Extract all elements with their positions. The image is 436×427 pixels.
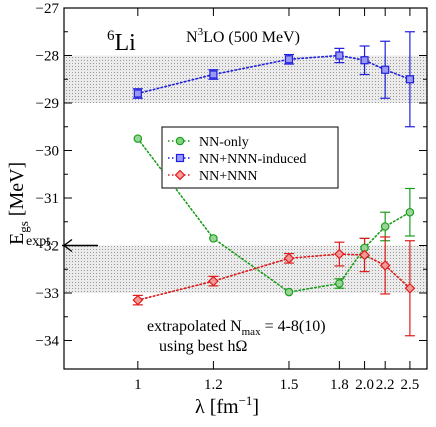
expt-marker: expt. <box>26 234 98 253</box>
x-tick-label-2-5: 2.5 <box>401 377 420 393</box>
shaded-band-2 <box>64 245 427 293</box>
annotation-line1-subscript: max <box>242 326 261 338</box>
x-axis-label-main: λ [fm <box>195 396 239 418</box>
legend: NN-only NN+NNN-induced NN+NNN <box>161 126 339 189</box>
annotation-line1-prefix: extrapolated N <box>147 318 242 335</box>
data-point-nn-only-7 <box>405 207 415 217</box>
x-tick-label-2-2: 2.2 <box>376 377 395 393</box>
x-tick-label-1-5: 1.5 <box>280 377 299 393</box>
y-tick-label-32: −32 <box>36 239 59 255</box>
legend-entry-nn-nnn-induced: NN+NNN-induced <box>168 152 306 167</box>
annotation-line1-suffix: = 4-8(10) <box>261 318 326 335</box>
expt-arrow-head <box>62 238 73 253</box>
data-point-nn-only-6 <box>380 222 390 231</box>
data-point-nn-nnn-3 <box>283 252 295 264</box>
data-point-nn-nnn-induced-1 <box>133 89 142 98</box>
x-tick-label-1: 1 <box>134 377 142 393</box>
y-tick-label-29: −29 <box>36 96 59 112</box>
data-point-nn-nnn-induced-7 <box>405 75 415 84</box>
legend-box <box>161 126 339 189</box>
y-tick-label-34: −34 <box>36 334 60 350</box>
interaction-label: N3LO (500 MeV) <box>186 26 300 46</box>
y-axis-label-subscript: gs <box>16 221 31 233</box>
y-tick-label-33: −33 <box>36 286 59 302</box>
x-axis-label: λ [fm−1] <box>195 393 259 418</box>
data-point-nn-nnn-2 <box>208 275 219 287</box>
data-point-nn-only-2 <box>209 234 218 243</box>
markers-layer <box>132 51 416 306</box>
x-tick-label-1-2: 1.2 <box>204 377 223 393</box>
legend-label-nn-only: NN-only <box>199 135 249 150</box>
data-point-nn-nnn-induced-4 <box>335 51 344 60</box>
annotation-line2: using best hΩ <box>159 338 247 355</box>
annotation-line1: extrapolated Nmax = 4-8(10) <box>147 318 326 338</box>
y-tick-label-28: −28 <box>36 49 59 65</box>
y-axis-label-unit: [MeV] <box>6 162 28 221</box>
interaction-prefix: N <box>186 29 198 46</box>
x-tick-label-2-0: 2.0 <box>355 377 374 393</box>
expt-label: expt. <box>26 234 54 249</box>
data-point-nn-nnn-induced-5 <box>360 56 369 65</box>
nucleus-mass-number: 6 <box>107 28 115 44</box>
axes-layer: 1 1.2 1.5 1.8 2.0 2.2 2.5 −34 −33 −32 −31 −30 −29 −28… <box>36 1 428 393</box>
data-point-nn-only-1 <box>133 134 143 143</box>
legend-marker-nn-nnn <box>174 169 186 181</box>
legend-entry-nn-nnn: NN+NNN <box>168 169 257 184</box>
x-tick-label-1-8: 1.8 <box>330 377 349 393</box>
legend-marker-nn-nnn-induced <box>175 153 185 163</box>
y-tick-label-31: −31 <box>36 191 59 207</box>
interaction-suffix: LO (500 MeV) <box>203 29 300 46</box>
data-point-nn-nnn-1 <box>132 294 144 306</box>
legend-entry-nn-only: NN-only <box>168 135 249 150</box>
nucleus-label: 6Li <box>107 28 136 56</box>
data-point-nn-nnn-induced-3 <box>284 55 294 64</box>
data-point-nn-nnn-4 <box>334 248 345 260</box>
data-point-nn-nnn-7 <box>404 282 416 294</box>
y-tick-label-27: −27 <box>36 1 60 17</box>
data-point-nn-only-4 <box>335 279 344 288</box>
nucleus-symbol: Li <box>115 30 137 56</box>
y-axis-label: Egs [MeV] <box>6 162 31 245</box>
x-axis-label-close: ] <box>252 396 259 418</box>
data-point-nn-nnn-5 <box>359 249 370 261</box>
legend-marker-nn-only <box>175 136 185 146</box>
y-tick-label-30: −30 <box>36 144 59 160</box>
data-point-nn-nnn-6 <box>379 260 391 271</box>
shaded-band-1 <box>64 55 427 103</box>
interaction-superscript: 3 <box>198 26 204 38</box>
y-axis-label-main: E <box>6 233 28 245</box>
data-point-nn-only-3 <box>284 287 294 297</box>
plot-frame <box>63 7 428 370</box>
data-point-nn-nnn-induced-2 <box>209 70 218 79</box>
x-axis-label-superscript: −1 <box>239 393 253 408</box>
data-point-nn-nnn-induced-6 <box>381 65 390 74</box>
legend-label-nn-nnn: NN+NNN <box>199 169 257 184</box>
legend-label-nn-nnn-induced: NN+NNN-induced <box>199 152 306 167</box>
